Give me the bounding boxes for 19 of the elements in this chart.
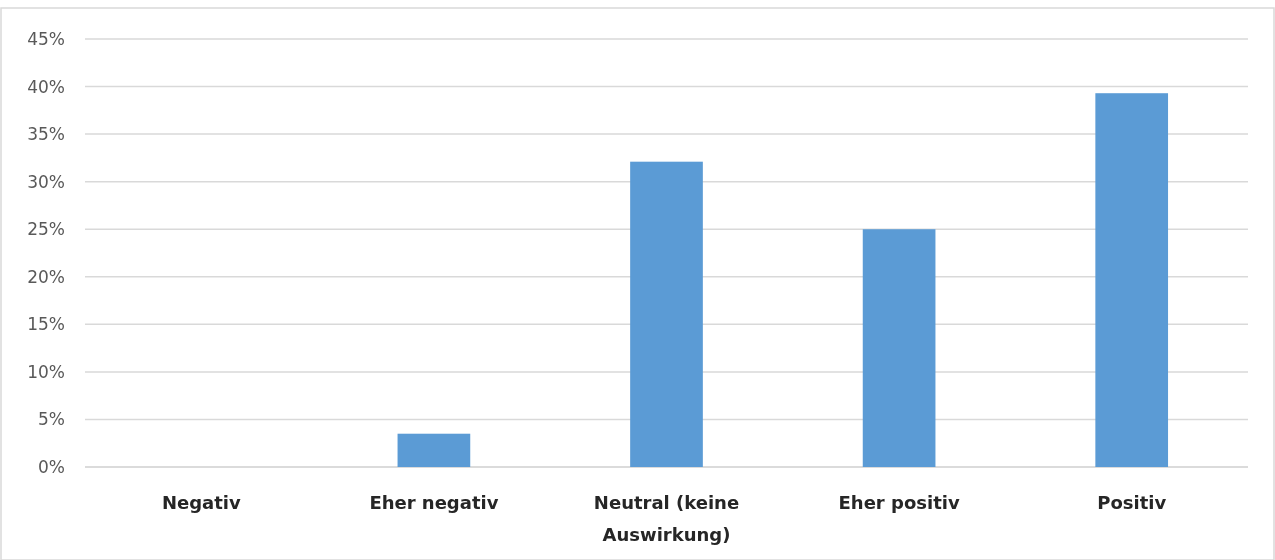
- y-tick-label: 10%: [27, 361, 65, 382]
- y-tick-label: 30%: [27, 171, 65, 192]
- bar: [862, 229, 936, 467]
- bar: [630, 161, 703, 467]
- x-tick-label: Negativ: [161, 492, 241, 513]
- x-tick-label: Neutral (keine Auswirkung): [593, 492, 740, 545]
- y-tick-label: 20%: [27, 266, 65, 287]
- y-tick-label: 25%: [27, 219, 65, 240]
- y-tick-label: 45%: [27, 28, 65, 49]
- bar: [397, 433, 471, 467]
- x-tick-label: Positiv: [1097, 492, 1167, 513]
- y-tick-label: 0%: [38, 456, 65, 477]
- y-tick-label: 35%: [27, 124, 65, 145]
- x-tick-label: Eher negativ: [369, 492, 499, 513]
- y-tick-label: 40%: [27, 76, 65, 97]
- x-tick-label: Eher positiv: [838, 492, 960, 513]
- y-tick-label: 5%: [38, 409, 65, 430]
- bar: [1095, 93, 1169, 467]
- y-tick-label: 15%: [27, 314, 65, 335]
